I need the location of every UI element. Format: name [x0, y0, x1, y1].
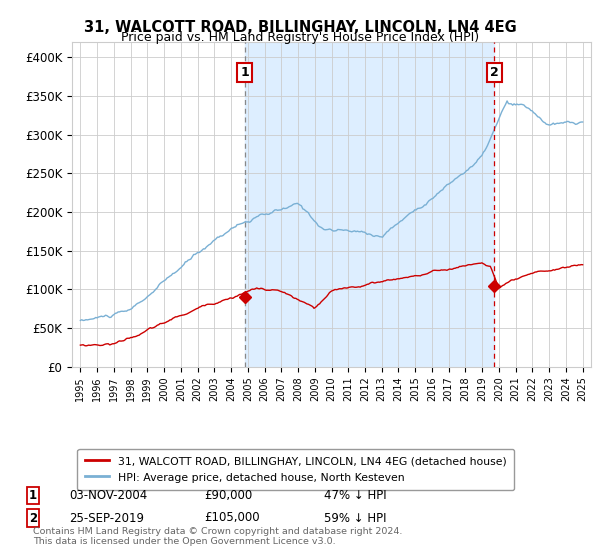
- Text: 2: 2: [490, 66, 499, 80]
- Text: 03-NOV-2004: 03-NOV-2004: [69, 489, 147, 502]
- Text: 25-SEP-2019: 25-SEP-2019: [69, 511, 144, 525]
- Text: Contains HM Land Registry data © Crown copyright and database right 2024.
This d: Contains HM Land Registry data © Crown c…: [33, 526, 403, 546]
- Text: 31, WALCOTT ROAD, BILLINGHAY, LINCOLN, LN4 4EG: 31, WALCOTT ROAD, BILLINGHAY, LINCOLN, L…: [83, 20, 517, 35]
- Bar: [245, 42, 494, 367]
- Text: Price paid vs. HM Land Registry's House Price Index (HPI): Price paid vs. HM Land Registry's House …: [121, 31, 479, 44]
- Text: 2: 2: [29, 511, 37, 525]
- Text: 1: 1: [241, 66, 250, 80]
- Text: £105,000: £105,000: [204, 511, 260, 525]
- Text: 59% ↓ HPI: 59% ↓ HPI: [324, 511, 386, 525]
- Text: £90,000: £90,000: [204, 489, 252, 502]
- Text: 1: 1: [29, 489, 37, 502]
- Text: 47% ↓ HPI: 47% ↓ HPI: [324, 489, 386, 502]
- Legend: 31, WALCOTT ROAD, BILLINGHAY, LINCOLN, LN4 4EG (detached house), HPI: Average pr: 31, WALCOTT ROAD, BILLINGHAY, LINCOLN, L…: [77, 449, 514, 490]
